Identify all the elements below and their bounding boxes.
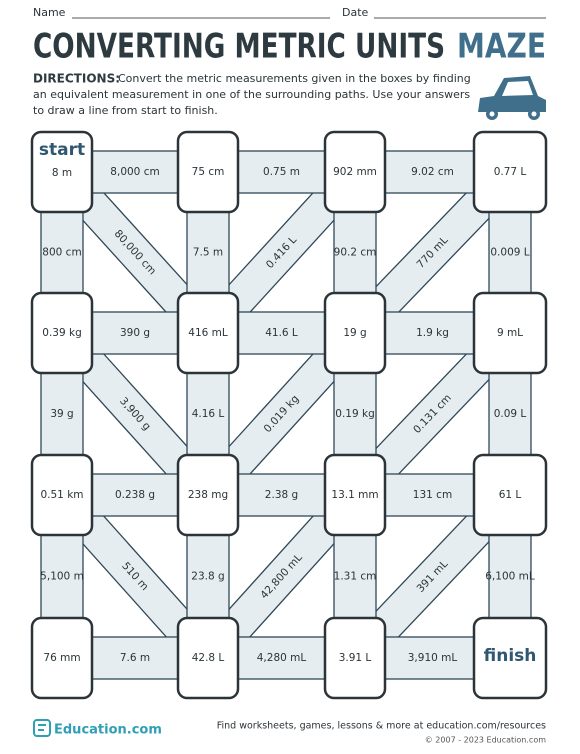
maze-box: [472, 453, 548, 537]
maze-box: [30, 453, 94, 537]
path-label: 390 g: [120, 327, 150, 339]
maze-box: [323, 453, 387, 537]
box-label: 9 mL: [497, 327, 523, 339]
title-accent: MAZE: [457, 27, 546, 67]
box-label: 902 mm: [333, 166, 377, 178]
maze-box: [472, 130, 548, 214]
path-label: 800 cm: [42, 247, 81, 259]
title: CONVERTING METRIC UNITS: [33, 27, 445, 67]
path-label: 4,280 mL: [257, 652, 307, 664]
box-label: 76 mm: [43, 652, 80, 664]
path-label: 5,100 m: [40, 571, 84, 583]
maze-box: [30, 291, 94, 375]
maze-box: [30, 616, 94, 700]
path-label: 7.6 m: [120, 652, 150, 664]
maze-box: [176, 616, 240, 700]
maze-box: [30, 130, 94, 214]
directions-label: DIRECTIONS:: [33, 72, 120, 86]
box-label: 13.1 mm: [331, 489, 378, 501]
car-icon: [478, 76, 546, 120]
logo-icon: [33, 719, 51, 737]
maze-paths: 80,000 cm 0.416 L 770 mL3,900 g 0.019 kg 0.1…: [40, 150, 535, 680]
box-label: 238 mg: [188, 489, 228, 501]
maze-box: [472, 291, 548, 375]
path-label: 4.16 L: [192, 408, 225, 420]
path-label: 2.38 g: [265, 489, 298, 501]
date-label: Date: [342, 6, 369, 19]
box-label: 0.39 kg: [42, 327, 81, 339]
footer-copyright: © 2007 - 2023 Education.com: [425, 736, 546, 745]
box-label: 416 mL: [188, 327, 228, 339]
directions-line: to draw a line from start to finish.: [33, 104, 218, 117]
path-label: 0.19 kg: [335, 408, 374, 420]
path-label: 39 g: [50, 408, 73, 420]
path-label: 90.2 cm: [334, 247, 377, 259]
path-label: 8,000 cm: [110, 166, 159, 178]
maze-box: [472, 616, 548, 700]
path-label: 0.75 m: [263, 166, 300, 178]
path-label: 41.6 L: [265, 327, 298, 339]
path-label: 131 cm: [413, 489, 452, 501]
footer-tagline: Find worksheets, games, lessons & more a…: [217, 721, 546, 732]
path-label: 1.9 kg: [416, 327, 449, 339]
maze-box: [323, 616, 387, 700]
box-label: 3.91 L: [339, 652, 372, 664]
box-label: 42.8 L: [192, 652, 225, 664]
directions-line: an equivalent measurement in one of the …: [33, 88, 470, 101]
path-label: 6,100 mL: [485, 571, 535, 583]
path-label: 0.009 L: [490, 247, 529, 259]
path-label: 1.31 cm: [334, 571, 377, 583]
maze-boxes: 8 m 75 cm 902 mm 0.77 L 0.39 kg 416 mL 19 g 9 m…: [30, 130, 548, 700]
box-label: 75 cm: [192, 166, 225, 178]
box-label: 0.51 km: [40, 489, 83, 501]
path-label: 3,910 mL: [408, 652, 458, 664]
path-label: 0.09 L: [494, 408, 527, 420]
logo-text: Education.com: [54, 723, 162, 738]
maze-box: [176, 453, 240, 537]
finish-label: finish: [484, 646, 537, 666]
box-label: 8 m: [52, 167, 72, 179]
path-label: 7.5 m: [193, 247, 223, 259]
start-label: start: [39, 140, 85, 160]
maze-box: [323, 291, 387, 375]
path-label: 0.238 g: [115, 489, 155, 501]
directions-line: Convert the metric measurements given in…: [118, 72, 471, 85]
box-label: 0.77 L: [494, 166, 527, 178]
name-label: Name: [33, 6, 66, 19]
maze-box: [176, 291, 240, 375]
box-label: 61 L: [499, 489, 522, 501]
path-label: 9.02 cm: [411, 166, 454, 178]
maze-box: [176, 130, 240, 214]
box-label: 19 g: [343, 327, 366, 339]
maze-box: [323, 130, 387, 214]
path-label: 23.8 g: [191, 571, 224, 583]
